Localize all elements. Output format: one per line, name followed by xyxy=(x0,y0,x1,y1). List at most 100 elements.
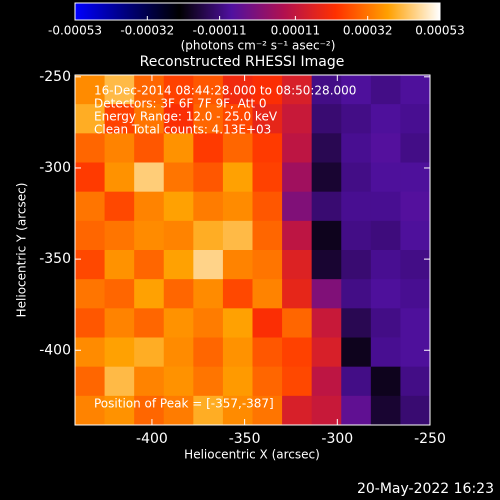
cell xyxy=(104,75,135,105)
cell xyxy=(222,308,253,338)
cell xyxy=(193,220,224,251)
cell xyxy=(282,220,313,251)
y-tick-label: -350 xyxy=(39,251,71,267)
cell xyxy=(75,395,106,426)
cell xyxy=(193,162,224,193)
cell xyxy=(193,337,224,368)
cell xyxy=(311,366,342,397)
cell xyxy=(252,220,283,251)
cell xyxy=(222,250,253,280)
cell xyxy=(163,337,194,368)
cell xyxy=(252,250,283,280)
cell xyxy=(252,308,283,338)
cell xyxy=(400,250,431,280)
cell xyxy=(75,250,106,280)
cell xyxy=(370,366,401,397)
cell xyxy=(370,162,401,193)
cell xyxy=(282,162,313,193)
cell xyxy=(341,220,372,251)
cell xyxy=(282,366,313,397)
annotation: 16-Dec-2014 08:44:28.000 to 08:50:28.000 xyxy=(94,84,356,98)
cell xyxy=(193,104,224,134)
cell xyxy=(282,308,313,338)
cell xyxy=(252,395,283,426)
x-axis-label: Heliocentric X (arcsec) xyxy=(184,448,320,462)
annotation: Energy Range: 12.0 - 25.0 keV xyxy=(94,110,278,124)
cell xyxy=(282,337,313,368)
cell xyxy=(104,220,135,251)
annotation: Detectors: 3F 6F 7F 9F, Att 0 xyxy=(94,97,266,111)
cell xyxy=(311,104,342,134)
cell xyxy=(341,75,372,105)
cell xyxy=(222,279,253,309)
cell xyxy=(341,250,372,280)
cell xyxy=(400,366,431,397)
cell xyxy=(311,250,342,280)
cell xyxy=(163,104,194,134)
cell xyxy=(282,191,313,222)
cell xyxy=(311,308,342,338)
cell xyxy=(75,191,106,222)
cell xyxy=(75,308,106,338)
cell xyxy=(400,308,431,338)
cell xyxy=(341,395,372,426)
cell xyxy=(75,104,106,134)
cell xyxy=(222,104,253,134)
cell xyxy=(104,395,135,426)
cell xyxy=(252,162,283,193)
cell xyxy=(193,366,224,397)
timestamp: 20-May-2022 16:23 xyxy=(357,481,494,497)
y-tick-label: -250 xyxy=(39,69,71,85)
colorbar-tick-label: -0.00032 xyxy=(120,24,174,38)
cell xyxy=(222,220,253,251)
cell xyxy=(370,337,401,368)
cell xyxy=(75,279,106,309)
cell xyxy=(134,75,165,105)
cell xyxy=(400,133,431,163)
cell xyxy=(400,395,431,426)
cell xyxy=(193,133,224,163)
cell xyxy=(134,191,165,222)
cell xyxy=(222,75,253,105)
colorbar-tick-label: -0.00053 xyxy=(48,24,102,38)
cell xyxy=(104,250,135,280)
cell xyxy=(193,250,224,280)
cell xyxy=(311,279,342,309)
cell xyxy=(252,191,283,222)
cell xyxy=(222,337,253,368)
cell xyxy=(282,104,313,134)
colorbar xyxy=(74,2,441,21)
cell xyxy=(222,395,253,426)
cell xyxy=(163,75,194,105)
cell xyxy=(252,75,283,105)
cell xyxy=(104,308,135,338)
cell xyxy=(75,162,106,193)
cell xyxy=(193,75,224,105)
cell xyxy=(341,191,372,222)
colorbar-label: (photons cm⁻² s⁻¹ asec⁻²) xyxy=(181,39,336,53)
chart-title: Reconstructed RHESSI Image xyxy=(140,54,345,70)
cell xyxy=(370,75,401,105)
cell xyxy=(104,191,135,222)
x-tick-label: -300 xyxy=(321,431,353,447)
x-tick-label: -250 xyxy=(414,431,446,447)
cell xyxy=(163,250,194,280)
x-tick-label: -350 xyxy=(229,431,261,447)
cell xyxy=(370,133,401,163)
cell xyxy=(134,337,165,368)
peak-label: Position of Peak = [-357,-387] xyxy=(94,397,274,411)
cell xyxy=(193,308,224,338)
cell xyxy=(341,337,372,368)
cell xyxy=(311,191,342,222)
cell xyxy=(252,104,283,134)
cell xyxy=(370,308,401,338)
cell xyxy=(341,104,372,134)
cell xyxy=(134,250,165,280)
cell xyxy=(134,366,165,397)
cell xyxy=(222,191,253,222)
cell xyxy=(400,337,431,368)
cell xyxy=(341,162,372,193)
plot-frame xyxy=(74,74,431,426)
cell xyxy=(370,104,401,134)
